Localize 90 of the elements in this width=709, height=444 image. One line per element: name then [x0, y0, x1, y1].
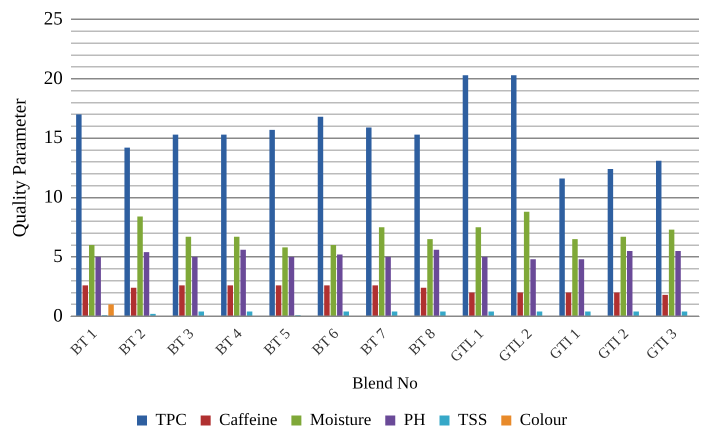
bar — [228, 285, 234, 316]
bar — [517, 292, 523, 316]
y-tick-label: 25 — [44, 8, 63, 30]
x-tick-label: BT 2 — [116, 326, 149, 359]
x-tick-label: GTI 3 — [644, 326, 680, 363]
y-tick-label: 20 — [44, 68, 63, 89]
bar — [482, 256, 488, 316]
bar — [511, 75, 516, 316]
bar — [186, 236, 192, 316]
bar — [172, 134, 178, 316]
x-tick-label: BT 5 — [261, 326, 294, 359]
x-tick-label: BT 3 — [164, 326, 198, 359]
bar — [221, 134, 227, 316]
y-tick-label: 0 — [53, 305, 63, 326]
bar — [420, 288, 426, 316]
bar — [578, 259, 584, 316]
bar — [337, 254, 343, 316]
bar — [330, 245, 336, 316]
legend-label: PH — [404, 410, 426, 429]
bar — [95, 256, 101, 316]
bar — [427, 239, 433, 316]
bar — [124, 148, 130, 316]
bar — [476, 227, 482, 316]
bar — [82, 285, 88, 316]
bar — [469, 292, 475, 316]
x-tick-label: BT 4 — [212, 326, 246, 359]
bar — [192, 256, 198, 316]
bar — [614, 292, 620, 316]
bar — [344, 312, 349, 316]
bar — [392, 312, 398, 316]
bar — [434, 250, 440, 316]
bar — [269, 130, 275, 316]
bar — [559, 178, 565, 316]
x-tick-label: BT 7 — [358, 326, 391, 359]
bar — [414, 134, 420, 316]
bar — [675, 250, 681, 316]
bar — [462, 75, 468, 316]
bar — [656, 160, 662, 316]
y-tick-label: 10 — [44, 186, 63, 208]
y-tick-label: 5 — [53, 246, 63, 267]
y-axis-title: Quality Parameter — [9, 98, 30, 238]
bar — [198, 312, 204, 316]
bar — [440, 312, 446, 316]
bar — [372, 285, 378, 316]
bar — [89, 245, 94, 316]
bar — [130, 288, 136, 316]
bar — [76, 114, 82, 316]
bar — [108, 304, 114, 316]
bar — [572, 239, 578, 316]
bar — [530, 259, 536, 316]
bar — [318, 116, 324, 316]
bar — [240, 250, 246, 316]
x-tick-label: BT 8 — [406, 326, 439, 359]
x-tick-label: BT 6 — [310, 326, 343, 359]
bar — [179, 285, 185, 316]
x-tick-label: GTL 1 — [448, 326, 488, 366]
bar — [144, 252, 150, 316]
bar — [288, 256, 294, 316]
bar — [620, 236, 626, 316]
bar — [662, 294, 668, 316]
legend-label: TSS — [458, 410, 488, 429]
bar — [566, 292, 572, 316]
bar — [668, 230, 674, 316]
legend-label: Moisture — [310, 410, 372, 429]
bar — [276, 285, 282, 316]
bar — [633, 312, 639, 316]
bar — [246, 312, 252, 316]
x-tick-label: GTI 1 — [546, 326, 584, 363]
bar — [682, 312, 688, 316]
legend-label: Caffeine — [219, 410, 278, 429]
y-tick-label: 15 — [44, 127, 63, 148]
bar — [234, 236, 240, 316]
x-tick-label: GTL 2 — [496, 326, 536, 366]
bar — [282, 247, 288, 316]
bar — [324, 285, 330, 316]
legend-label: Colour — [520, 410, 568, 429]
legend-label: TPC — [155, 410, 187, 429]
bar — [378, 227, 384, 316]
bar — [585, 312, 591, 316]
bar — [536, 312, 542, 316]
bar — [366, 127, 372, 316]
x-tick-label: GTI 2 — [595, 326, 632, 363]
bar — [488, 312, 494, 316]
bar — [608, 169, 614, 316]
bar — [385, 256, 391, 316]
bar — [137, 216, 143, 316]
x-tick-label: BT 1 — [68, 326, 101, 359]
bar — [524, 212, 530, 316]
bar — [627, 250, 632, 316]
x-axis-title: Blend No — [352, 373, 418, 392]
